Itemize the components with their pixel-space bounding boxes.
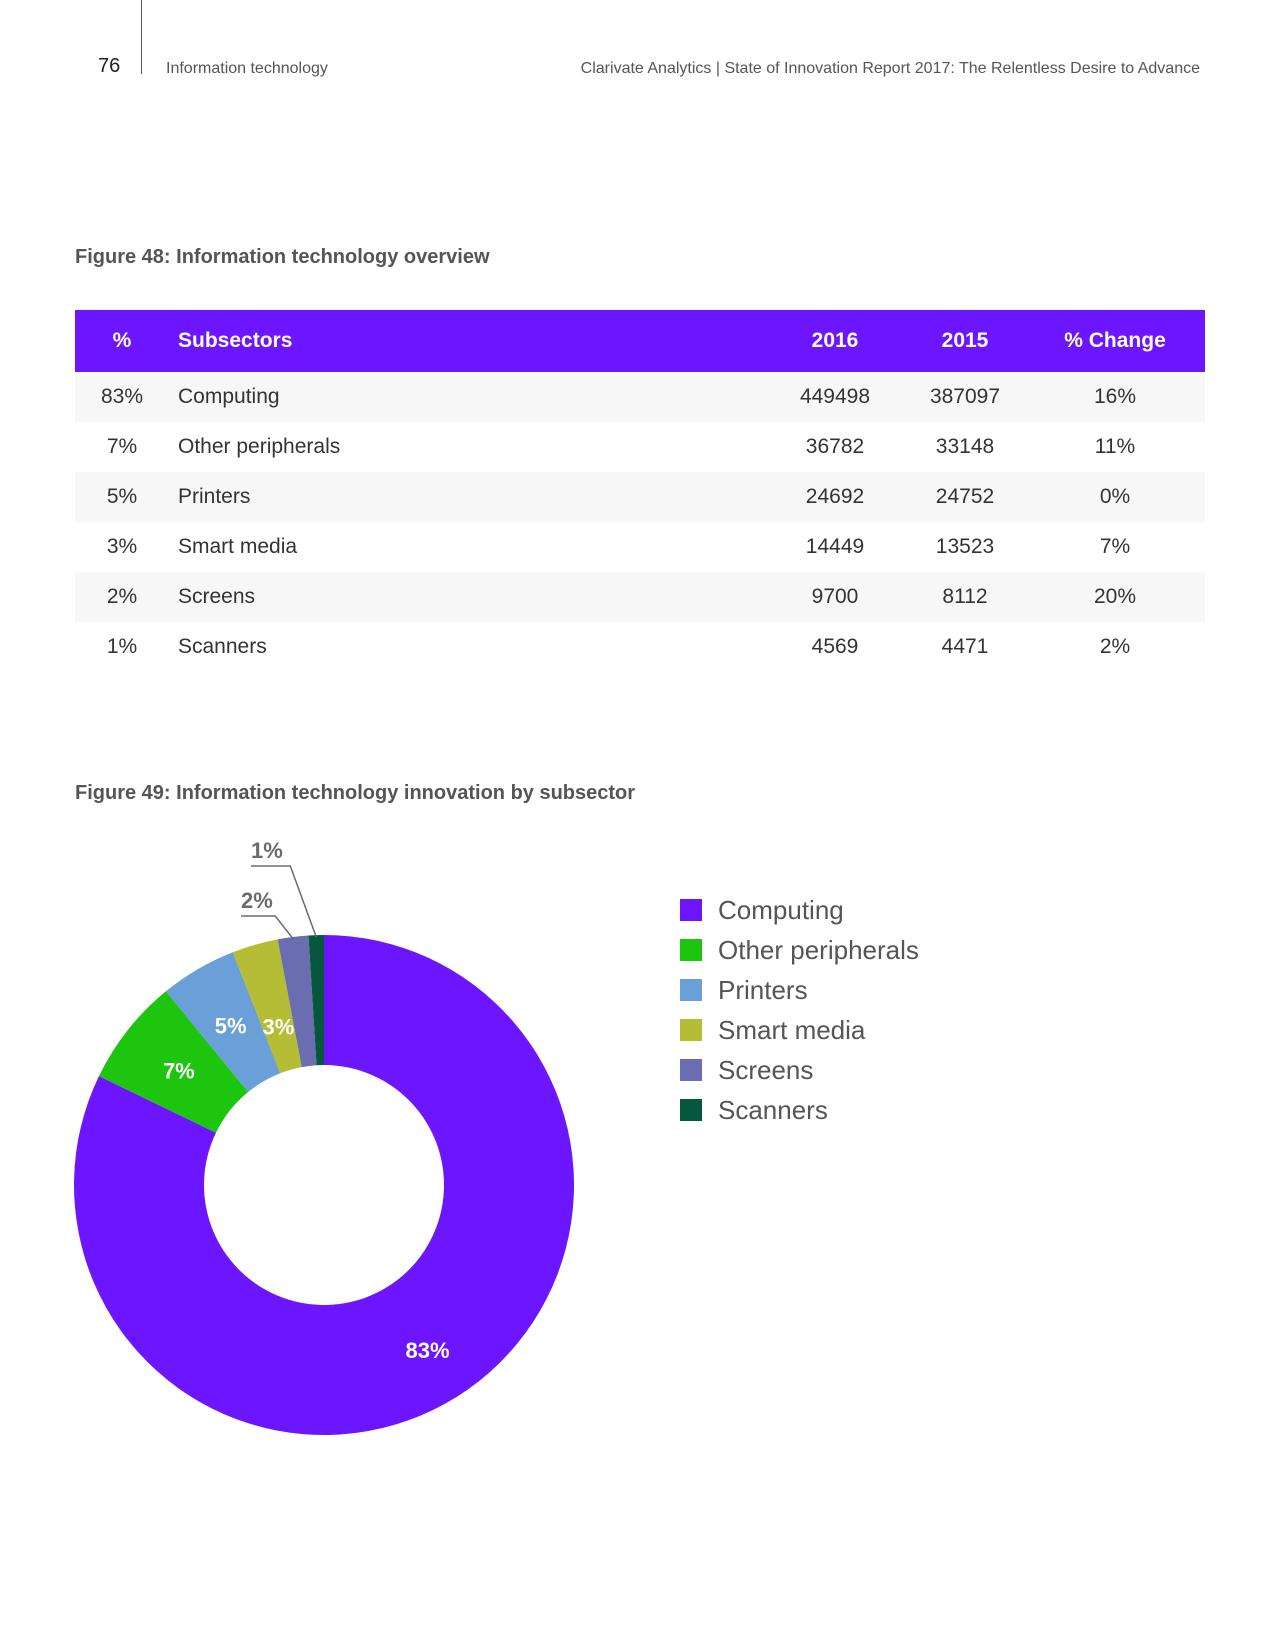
cell-change: 7%	[1099, 535, 1131, 558]
slice-label-printers: 5%	[215, 1013, 247, 1038]
slice-label-scanners: 1%	[251, 838, 283, 863]
header-divider	[141, 0, 142, 74]
table-row: 5% Printers 24692 24752 0%	[75, 472, 1205, 522]
cell-change: 0%	[1099, 485, 1131, 508]
col-header-2015: 2015	[941, 329, 989, 352]
slice-label-smart-media: 3%	[263, 1014, 295, 1039]
table-row: 3% Smart media 14449 13523 7%	[75, 522, 1205, 572]
overview-table: % Subsectors 2016 2015 % Change 83% Comp…	[75, 310, 1205, 672]
col-header-change: % Change	[1064, 329, 1166, 352]
legend-swatch	[680, 939, 702, 961]
cell-2015: 4471	[941, 635, 989, 658]
table-row: 1% Scanners 4569 4471 2%	[75, 622, 1205, 672]
col-header-2016: 2016	[811, 329, 859, 352]
table-row: 2% Screens 9700 8112 20%	[75, 572, 1205, 622]
legend-label: Smart media	[718, 1015, 866, 1045]
legend-swatch	[680, 899, 702, 921]
slice-label-computing: 83%	[406, 1338, 450, 1363]
cell-change: 20%	[1093, 585, 1137, 608]
legend-swatch	[680, 1099, 702, 1121]
legend-label: Printers	[718, 975, 808, 1005]
donut-slice-smart-media	[232, 939, 302, 1074]
donut-chart: 83% 7% 5% 3% 2% 1%	[74, 838, 574, 1435]
cell-2016: 4569	[811, 635, 859, 658]
cell-2016: 9700	[811, 585, 859, 608]
cell-change: 16%	[1093, 385, 1137, 408]
cell-2015: 13523	[935, 535, 995, 558]
page-number: 76	[98, 55, 121, 77]
section-name: Information technology	[166, 60, 328, 77]
table-row: 83% Computing 449498 387097 16%	[75, 372, 1205, 422]
cell-percent: 7%	[106, 435, 138, 458]
cell-percent: 1%	[106, 635, 138, 658]
legend-label: Computing	[718, 895, 844, 925]
cell-2015: 24752	[935, 485, 995, 508]
slice-leader-line-screens	[241, 915, 294, 940]
cell-2016: 449498	[799, 385, 871, 408]
cell-subsector: Smart media	[178, 535, 298, 558]
cell-subsector: Computing	[178, 385, 280, 408]
legend-swatch	[680, 1019, 702, 1041]
legend-label: Scanners	[718, 1095, 828, 1125]
donut-slice-other-peripherals	[98, 991, 249, 1133]
cell-subsector: Screens	[178, 585, 256, 608]
slice-label-screens: 2%	[241, 888, 273, 913]
cell-change: 11%	[1094, 435, 1136, 458]
table-row: 7% Other peripherals 36782 33148 11%	[75, 422, 1205, 472]
cell-percent: 2%	[106, 585, 138, 608]
slice-leader-line-scanners	[251, 865, 317, 938]
legend-swatch	[680, 1059, 702, 1081]
cell-2015: 8112	[942, 585, 988, 608]
cell-2016: 24692	[805, 485, 865, 508]
legend-label: Other peripherals	[718, 935, 919, 965]
col-header-percent: %	[112, 329, 132, 352]
donut-slice-computing	[74, 935, 574, 1435]
donut-slice-scanners	[308, 935, 324, 1066]
table-header-row: % Subsectors 2016 2015 % Change	[75, 310, 1205, 372]
cell-change: 2%	[1099, 635, 1131, 658]
cell-percent: 3%	[106, 535, 138, 558]
cell-2016: 14449	[805, 535, 865, 558]
cell-subsector: Scanners	[178, 635, 267, 658]
legend-swatch	[680, 979, 702, 1001]
cell-percent: 5%	[106, 485, 138, 508]
report-title: Clarivate Analytics | State of Innovatio…	[580, 60, 1200, 77]
cell-2015: 33148	[935, 435, 995, 458]
cell-percent: 83%	[100, 385, 144, 408]
figure-48-title: Figure 48: Information technology overvi…	[75, 246, 490, 268]
cell-2016: 36782	[805, 435, 865, 458]
col-header-subsectors: Subsectors	[178, 329, 293, 352]
cell-subsector: Printers	[178, 485, 251, 508]
donut-slice-screens	[277, 935, 317, 1068]
donut-slice-printers	[165, 952, 281, 1093]
cell-subsector: Other peripherals	[178, 435, 341, 458]
figure-49-title: Figure 49: Information technology innova…	[75, 782, 636, 804]
slice-label-other-peripherals: 7%	[163, 1058, 195, 1083]
legend-label: Screens	[718, 1055, 814, 1085]
cell-2015: 387097	[929, 385, 1001, 408]
